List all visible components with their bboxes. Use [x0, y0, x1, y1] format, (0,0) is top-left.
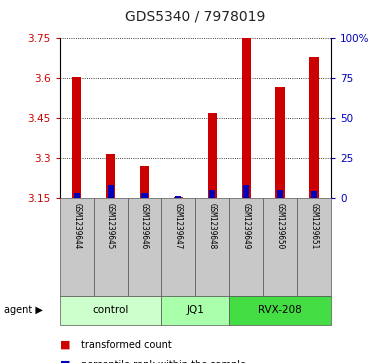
- Text: percentile rank within the sample: percentile rank within the sample: [81, 360, 246, 363]
- Bar: [243, 185, 249, 198]
- Text: transformed count: transformed count: [81, 340, 172, 350]
- Bar: [229, 296, 331, 325]
- Bar: [275, 87, 285, 198]
- Text: control: control: [92, 305, 129, 315]
- Bar: [195, 198, 229, 296]
- Bar: [140, 166, 149, 198]
- Text: ■: ■: [60, 340, 70, 350]
- Text: ■: ■: [60, 360, 70, 363]
- Bar: [106, 154, 116, 198]
- Bar: [241, 38, 251, 198]
- Text: GSM1239648: GSM1239648: [208, 203, 217, 249]
- Bar: [310, 57, 319, 198]
- Bar: [229, 198, 263, 296]
- Text: agent ▶: agent ▶: [4, 305, 43, 315]
- Bar: [60, 296, 161, 325]
- Text: GSM1239649: GSM1239649: [242, 203, 251, 249]
- Bar: [94, 198, 127, 296]
- Text: GSM1239646: GSM1239646: [140, 203, 149, 249]
- Bar: [277, 190, 283, 198]
- Bar: [60, 198, 94, 296]
- Bar: [74, 193, 80, 198]
- Text: GDS5340 / 7978019: GDS5340 / 7978019: [125, 9, 266, 24]
- Text: JQ1: JQ1: [186, 305, 204, 315]
- Bar: [161, 198, 195, 296]
- Bar: [107, 185, 114, 198]
- Text: RVX-208: RVX-208: [258, 305, 302, 315]
- Bar: [174, 196, 183, 198]
- Bar: [311, 191, 317, 198]
- Bar: [208, 113, 217, 198]
- Bar: [141, 193, 147, 198]
- Bar: [209, 190, 215, 198]
- Bar: [127, 198, 161, 296]
- Bar: [176, 196, 181, 198]
- Bar: [72, 77, 81, 198]
- Text: GSM1239644: GSM1239644: [72, 203, 81, 249]
- Text: GSM1239647: GSM1239647: [174, 203, 183, 249]
- Text: GSM1239645: GSM1239645: [106, 203, 115, 249]
- Text: GSM1239650: GSM1239650: [276, 203, 285, 249]
- Bar: [161, 296, 229, 325]
- Bar: [297, 198, 331, 296]
- Text: GSM1239651: GSM1239651: [310, 203, 319, 249]
- Bar: [263, 198, 297, 296]
